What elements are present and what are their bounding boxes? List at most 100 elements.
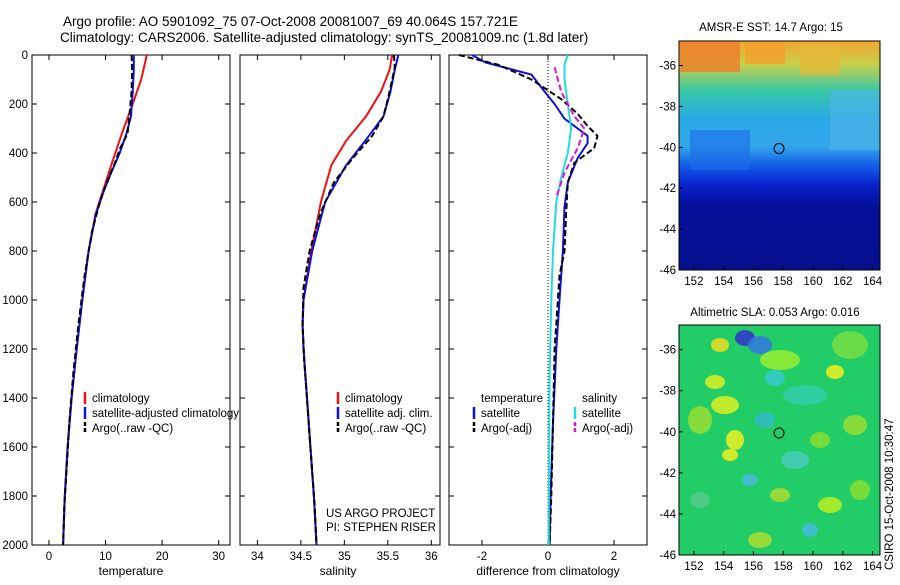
y-tick-label: 400 [9,148,28,160]
credit-project: US ARGO PROJECT [326,508,435,520]
salinity-xlabel: salinity [320,564,357,578]
credit-pi: PI: STEPHEN RISER [326,522,436,534]
sst-map-title: AMSR-E SST: 14.7 Argo: 15 [699,22,843,34]
y-tick-label: 2000 [2,540,28,552]
y-tick-label: 800 [9,246,28,258]
difference-plot: -2 0 2 [449,54,647,563]
x-tick-label: -2 [477,551,487,563]
legend-label-sal-satellite: satellite [582,408,621,420]
map-x-tick-label: 162 [833,561,852,573]
legend-label-argo: Argo(..raw -QC) [92,423,173,435]
sla-map-title: Altimetric SLA: 0.053 Argo: 0.016 [690,307,859,319]
map-x-tick-label: 164 [863,561,883,573]
y-tick-label: 0 [22,50,28,62]
map-y-tick-label: -42 [659,183,676,195]
map-y-tick-label: -36 [659,61,676,73]
temperature-xlabel: temperature [99,564,164,578]
argo-location-marker [773,143,785,155]
map-x-tick-label: 162 [833,276,852,288]
map-x-tick-label: 156 [744,276,763,288]
map-x-tick-label: 154 [714,561,734,573]
y-tick-label: 1400 [2,393,28,405]
map-y-tick-label: -46 [659,265,676,277]
sla-blob [742,474,758,486]
series-line [471,54,589,546]
y-tick-label: 1800 [2,491,28,503]
x-tick-label: 0 [545,551,551,563]
sla-blob [690,492,710,508]
map-y-tick-label: -46 [659,550,676,562]
sla-blob [783,385,827,405]
generation-timestamp: CSIRO 15-Oct-2008 10:30:47 [884,419,896,571]
map-x-tick-label: 158 [774,561,793,573]
y-tick-label: 600 [9,197,28,209]
map-y-tick-label: -38 [659,101,676,113]
legend-label-temp-argo: Argo(-adj) [481,423,532,435]
map-x-tick-label: 160 [803,561,822,573]
salinity-panel-frame [239,54,441,546]
map-x-tick-label: 160 [803,276,822,288]
sla-blob [748,532,772,548]
sla-blob [826,365,844,379]
x-tick-label: 10 [99,551,112,563]
map-x-tick-label: 154 [714,276,734,288]
difference-legend: temperature satellite Argo(-adj) salinit… [472,393,633,435]
series-line [301,54,400,546]
legend-label-argo: Argo(..raw -QC) [345,423,426,435]
sla-blob [810,432,830,448]
y-tick-label: 200 [9,99,28,111]
temperature-legend: climatology satellite-adjusted climatolo… [83,392,239,435]
series-line [553,67,586,198]
legend-label-temp-satellite: satellite [481,408,520,420]
sla-blob [722,449,738,461]
legend-heading-salinity: salinity [582,393,617,405]
map-x-tick-label: 158 [774,276,793,288]
figure-title-line2: Climatology: CARS2006. Satellite-adjuste… [60,30,588,45]
argo-location-marker [773,427,785,439]
temperature-plot: 0 10 20 30 0 200 400 600 800 1000 1200 1400 1600 1800… [2,50,230,563]
sst-cool-patch [830,90,880,150]
sla-blob [688,406,712,434]
series-line [301,54,396,546]
sst-warm-patch [680,42,740,72]
sst-cool-patch [690,130,750,170]
sst-warm-patch [800,45,840,75]
y-tick-label: 1600 [2,442,28,454]
figure-title-line1: Argo profile: AO 5901092_75 07-Oct-2008 … [63,14,518,29]
sla-blob [726,430,744,450]
x-tick-label: 35.5 [377,551,399,563]
sla-map-ticks: 152 154 156 158 160 162 164 -36 -38 -40 -42 -44 -46 [659,345,882,573]
series-line [62,54,148,546]
legend-label-satellite: satellite adj. clim. [345,408,433,420]
series-line [301,54,394,546]
sla-blob [705,375,725,389]
map-x-tick-label: 152 [684,561,703,573]
y-tick-label: 1000 [2,295,28,307]
x-tick-label: 35 [338,551,351,563]
series-line [458,54,599,546]
sla-blob [802,523,818,537]
map-y-tick-label: -44 [659,224,676,236]
legend-label-climatology: climatology [92,393,150,405]
sla-map [679,325,880,555]
sla-blob [781,451,809,469]
x-tick-label: 36 [425,551,438,563]
series-line [62,54,134,546]
map-y-tick-label: -36 [659,345,676,357]
map-x-tick-label: 156 [744,561,763,573]
sla-blob [770,488,790,502]
x-tick-label: 30 [212,551,225,563]
x-tick-label: 34 [251,551,264,563]
legend-label-sal-argo: Argo(-adj) [582,423,633,435]
temperature-panel-frame [31,54,231,546]
sst-map-ticks: 152 154 156 158 160 162 164 -36 -38 -40 -42 -44 -46 [659,61,882,288]
sla-anomaly-blobs [688,330,870,548]
x-tick-label: 20 [156,551,169,563]
legend-label-climatology: climatology [345,393,403,405]
sla-blob [832,331,868,359]
x-tick-label: 0 [46,551,52,563]
x-tick-label: 2 [611,551,617,563]
difference-xlabel: difference from climatology [476,564,619,578]
